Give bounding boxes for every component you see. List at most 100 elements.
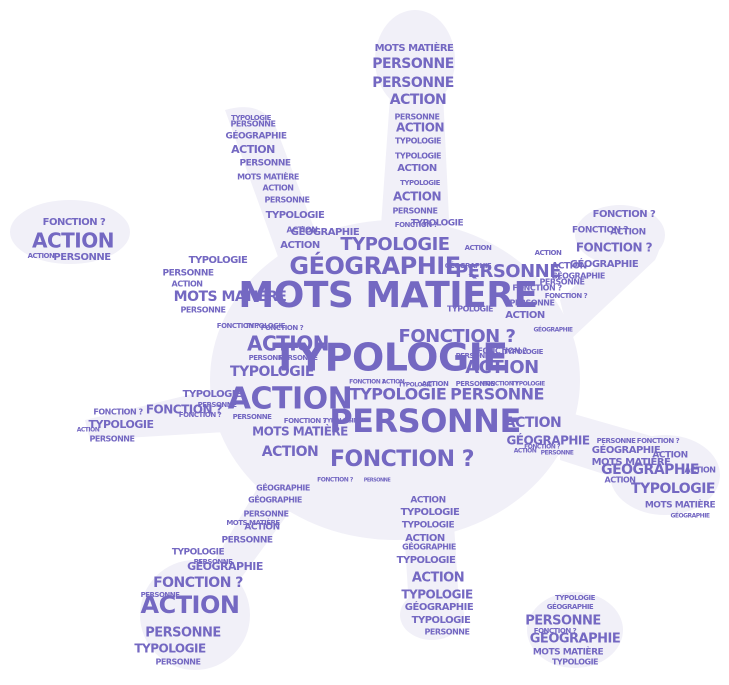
word-mots-matiere: MOTS MATIÈRE: [533, 646, 604, 658]
word-typologie: TYPOLOGIE: [412, 615, 471, 626]
word-geographie: GÉOGRAPHIE: [601, 461, 699, 478]
word-personne: PERSONNE: [198, 401, 238, 409]
word-action: ACTION: [652, 451, 687, 461]
word-typologie: TYPOLOGIE: [231, 114, 271, 122]
word-fonction: FONCTION ?: [317, 477, 354, 484]
word-action: ACTION: [244, 523, 279, 533]
word-action: ACTION: [465, 357, 538, 378]
word-fonction: FONCTION ?: [261, 324, 304, 332]
word-geographie: GÉOGRAPHIE: [670, 512, 709, 520]
word-typologie: TYPOLOGIE: [397, 555, 456, 566]
word-personne: PERSONNE: [364, 478, 392, 484]
word-geographie: GÉOGRAPHIE: [187, 560, 263, 573]
word-mots-matiere: MOTS MATIÈRE: [226, 518, 280, 527]
splash-shape: [10, 10, 720, 670]
word-action: ACTION: [505, 310, 545, 321]
word-geographie: GÉOGRAPHIE: [289, 251, 460, 280]
word-fonction: FONCTION ?: [545, 292, 588, 300]
word-personne: PERSONNE: [425, 628, 470, 637]
word-typologie: TYPOLOGIE: [411, 219, 464, 229]
word-action: ACTION: [382, 379, 405, 386]
word-action: ACTION: [514, 448, 537, 455]
word-typologie: TYPOLOGIE: [402, 521, 455, 531]
word-action: ACTION: [393, 190, 441, 204]
word-geographie: GÉOGRAPHIE: [256, 482, 310, 493]
word-personne: PERSONNE: [456, 380, 496, 388]
word-personne: PERSONNE: [156, 658, 201, 667]
word-mots-matiere: MOTS MATIÈRE: [237, 171, 299, 182]
word-fonction: FONCTION ?: [349, 379, 386, 386]
word-personne: PERSONNE: [329, 402, 521, 440]
word-fonction: FONCTION ?: [512, 284, 562, 293]
word-geographie: GÉOGRAPHIE: [402, 541, 456, 552]
word-action: ACTION: [28, 252, 55, 260]
word-typologie: TYPOLOGIE: [555, 594, 595, 602]
word-typologie: TYPOLOGIE: [266, 210, 325, 221]
word-typologie: TYPOLOGIE: [230, 364, 314, 380]
word-action: ACTION: [280, 240, 320, 251]
word-personne: PERSONNE: [162, 269, 213, 279]
word-fonction: FONCTION ?: [576, 241, 653, 255]
word-mots-matiere: MOTS MATIÈRE: [375, 41, 454, 54]
word-action: ACTION: [505, 415, 562, 431]
word-typologie: TYPOLOGIE: [350, 385, 447, 404]
word-action: ACTION: [172, 280, 203, 289]
word-action: ACTION: [228, 382, 352, 417]
word-typologie: TYPOLOGIE: [89, 418, 154, 431]
word-personne: PERSONNE: [221, 536, 272, 546]
word-action: ACTION: [262, 444, 319, 460]
word-personne: PERSONNE: [90, 435, 135, 444]
word-typologie: TYPOLOGIE: [340, 234, 449, 255]
word-fonction: FONCTION ?: [482, 381, 519, 388]
word-geographie: GÉOGRAPHIE: [570, 257, 639, 270]
word-typologie: TYPOLOGIE: [134, 642, 206, 656]
word-fonction: FONCTION ?: [534, 627, 577, 635]
word-action: ACTION: [551, 262, 586, 272]
word-personne: PERSONNE: [540, 278, 585, 287]
word-typologie: TYPOLOGIE: [400, 179, 440, 187]
word-action: ACTION: [247, 332, 329, 356]
word-typologie: TYPOLOGIE: [401, 507, 460, 518]
word-personne: PERSONNE: [525, 614, 600, 629]
word-action: ACTION: [535, 249, 562, 257]
word-typologie: TYPOLOGIE: [398, 382, 432, 389]
word-action: ACTION: [465, 244, 492, 252]
word-action: ACTION: [685, 466, 716, 475]
word-personne: PERSONNE: [233, 413, 273, 421]
word-personne: PERSONNE: [372, 56, 454, 72]
word-typologie: TYPOLOGIE: [552, 658, 598, 667]
word-mots-matiere: MOTS MATIÈRE: [592, 455, 671, 468]
word-fonction: FONCTION ?: [43, 217, 106, 228]
word-fonction: FONCTION ?: [217, 322, 260, 330]
word-personne: PERSONNE: [456, 352, 496, 360]
word-personne: PERSONNE: [395, 113, 440, 122]
word-geographie: GÉOGRAPHIE: [445, 261, 492, 270]
word-fonction: FONCTION ?: [284, 417, 327, 425]
word-geographie: GÉOGRAPHIE: [551, 270, 605, 281]
word-geographie: GÉOGRAPHIE: [530, 631, 620, 647]
word-geographie: GÉOGRAPHIE: [248, 494, 302, 505]
word-action: ACTION: [422, 380, 449, 388]
word-action: ACTION: [32, 229, 114, 253]
word-typologie: TYPOLOGIE: [323, 418, 357, 425]
word-fonction: FONCTION ?: [477, 347, 527, 356]
word-fonction: FONCTION ?: [93, 408, 143, 417]
word-fonction: FONCTION ?: [395, 221, 438, 229]
word-personne: PERSONNE: [510, 299, 555, 308]
word-personne: PERSONNE: [141, 591, 181, 599]
word-typologie: TYPOLOGIE: [401, 588, 473, 602]
word-action: ACTION: [287, 226, 318, 235]
word-geographie: GÉOGRAPHIE: [291, 225, 360, 238]
word-personne: PERSONNE: [231, 120, 276, 129]
word-action: ACTION: [231, 143, 275, 156]
word-fonction: FONCTION ?: [179, 411, 222, 419]
word-mots-matiere: MOTS MATIÈRE: [252, 424, 348, 439]
word-action: ACTION: [405, 533, 445, 544]
word-personne: PERSONNE: [181, 306, 226, 315]
word-personne: PERSONNE: [249, 354, 289, 362]
word-typologie: TYPOLOGIE: [172, 548, 225, 558]
word-typologie: TYPOLOGIE: [183, 389, 242, 400]
word-fonction: FONCTION ?: [593, 209, 656, 220]
word-personne: PERSONNE: [372, 75, 454, 91]
word-typologie: TYPOLOGIE: [447, 305, 493, 314]
